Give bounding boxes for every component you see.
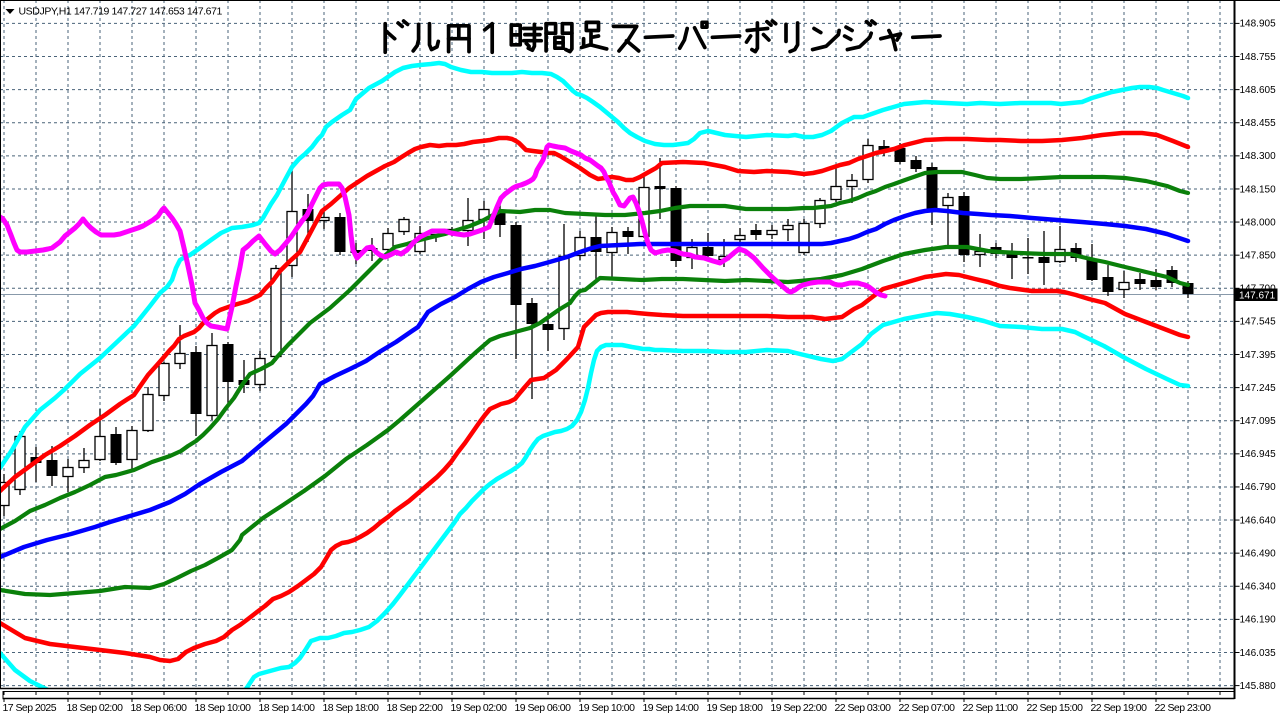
svg-text:19 Sep 10:00: 19 Sep 10:00 xyxy=(579,702,636,714)
svg-text:145.880: 145.880 xyxy=(1240,681,1277,692)
svg-text:147.850: 147.850 xyxy=(1240,250,1277,261)
svg-text:18 Sep 14:00: 18 Sep 14:00 xyxy=(259,702,316,714)
svg-text:146.190: 146.190 xyxy=(1240,615,1277,626)
svg-text:147.671: 147.671 xyxy=(1239,291,1276,302)
svg-text:148.755: 148.755 xyxy=(1240,52,1277,63)
svg-text:146.035: 146.035 xyxy=(1240,648,1277,659)
svg-text:19 Sep 14:00: 19 Sep 14:00 xyxy=(643,702,700,714)
svg-text:146.340: 146.340 xyxy=(1240,582,1277,593)
svg-text:19 Sep 22:00: 19 Sep 22:00 xyxy=(771,702,828,714)
svg-text:22 Sep 11:00: 22 Sep 11:00 xyxy=(963,702,1019,714)
svg-text:22 Sep 19:00: 22 Sep 19:00 xyxy=(1091,702,1148,714)
svg-text:148.605: 148.605 xyxy=(1240,85,1277,96)
svg-text:148.455: 148.455 xyxy=(1240,118,1277,129)
svg-text:USDJPY,H1 147.719 147.727 147: USDJPY,H1 147.719 147.727 147.653 147.67… xyxy=(19,6,223,18)
svg-text:22 Sep 03:00: 22 Sep 03:00 xyxy=(835,702,892,714)
svg-text:18 Sep 22:00: 18 Sep 22:00 xyxy=(387,702,444,714)
svg-text:146.490: 146.490 xyxy=(1240,548,1277,559)
svg-text:18 Sep 18:00: 18 Sep 18:00 xyxy=(323,702,380,714)
svg-text:146.945: 146.945 xyxy=(1240,449,1277,460)
svg-text:22 Sep 23:00: 22 Sep 23:00 xyxy=(1155,702,1212,714)
svg-text:19 Sep 18:00: 19 Sep 18:00 xyxy=(707,702,764,714)
svg-text:22 Sep 07:00: 22 Sep 07:00 xyxy=(899,702,956,714)
svg-text:19 Sep 06:00: 19 Sep 06:00 xyxy=(515,702,572,714)
svg-text:18 Sep 10:00: 18 Sep 10:00 xyxy=(195,702,252,714)
svg-text:148.905: 148.905 xyxy=(1240,19,1277,30)
svg-text:17 Sep 2025: 17 Sep 2025 xyxy=(3,702,57,714)
svg-text:148.150: 148.150 xyxy=(1240,184,1277,195)
svg-text:147.545: 147.545 xyxy=(1240,317,1277,328)
svg-text:18 Sep 06:00: 18 Sep 06:00 xyxy=(131,702,188,714)
svg-text:18 Sep 02:00: 18 Sep 02:00 xyxy=(67,702,124,714)
svg-text:147.245: 147.245 xyxy=(1240,383,1277,394)
svg-text:148.300: 148.300 xyxy=(1240,151,1277,162)
svg-text:146.790: 146.790 xyxy=(1240,482,1277,493)
svg-text:147.395: 147.395 xyxy=(1240,350,1277,361)
svg-text:147.095: 147.095 xyxy=(1240,416,1277,427)
svg-text:148.000: 148.000 xyxy=(1240,217,1277,228)
svg-text:146.640: 146.640 xyxy=(1240,515,1277,526)
svg-text:19 Sep 02:00: 19 Sep 02:00 xyxy=(451,702,508,714)
svg-text:22 Sep 15:00: 22 Sep 15:00 xyxy=(1027,702,1084,714)
